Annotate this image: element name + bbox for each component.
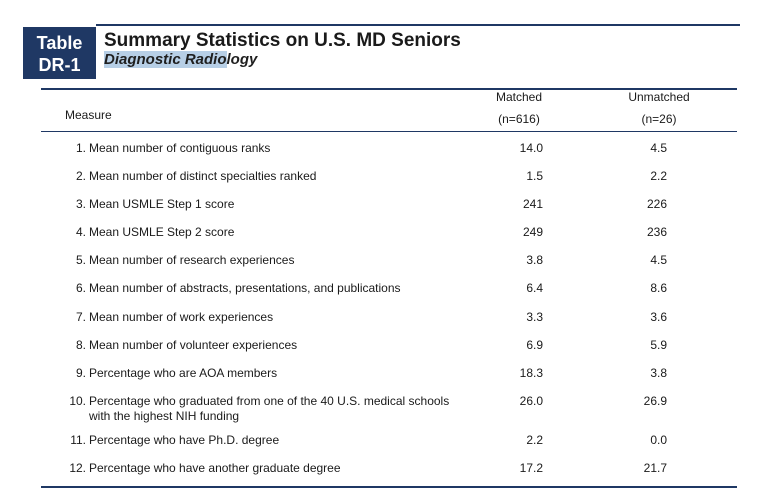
column-header-unmatched: Unmatched <box>628 90 690 104</box>
unmatched-value: 4.5 <box>650 141 667 155</box>
page-title: Summary Statistics on U.S. MD Seniors <box>104 30 461 51</box>
row-number: 2. <box>75 169 86 183</box>
unmatched-value: 226 <box>646 197 667 211</box>
unmatched-value: 26.9 <box>643 394 667 408</box>
badge-line-1: Table <box>36 33 83 53</box>
measure-label: Mean number of work experiences <box>89 310 274 324</box>
row-number: 11. <box>70 433 86 447</box>
measure-label: Mean number of contiguous ranks <box>89 141 271 155</box>
matched-value: 241 <box>522 197 543 211</box>
table-header-rule <box>41 131 737 132</box>
measure-label: Percentage who have Ph.D. degree <box>89 433 280 447</box>
header-rule <box>96 24 740 26</box>
matched-value: 18.3 <box>519 366 543 380</box>
measure-label: Mean number of distinct specialties rank… <box>89 169 317 183</box>
unmatched-value: 4.5 <box>650 253 667 267</box>
unmatched-value: 2.2 <box>650 169 667 183</box>
unmatched-value: 5.9 <box>650 338 667 352</box>
row-number: 10. <box>69 394 86 408</box>
measure-label: Mean USMLE Step 1 score <box>89 197 235 211</box>
matched-value: 17.2 <box>519 461 543 475</box>
table-top-rule <box>41 88 737 90</box>
matched-value: 2.2 <box>526 433 543 447</box>
unmatched-value: 3.6 <box>650 310 667 324</box>
column-header-measure: Measure <box>65 108 112 122</box>
row-number: 4. <box>75 225 86 239</box>
row-number: 6. <box>75 281 86 295</box>
row-number: 5. <box>75 253 86 267</box>
subtitle-highlight: Diagnostic Radio <box>104 51 227 68</box>
matched-value: 3.8 <box>526 253 543 267</box>
column-header-matched: Matched <box>495 90 543 104</box>
row-number: 8. <box>75 338 86 352</box>
row-number: 12. <box>69 461 86 475</box>
unmatched-value: 8.6 <box>650 281 667 295</box>
matched-value: 6.9 <box>526 338 543 352</box>
column-header-unmatched-n: (n=26) <box>641 112 677 126</box>
subtitle-rest: logy <box>226 51 258 68</box>
measure-label: Mean number of volunteer experiences <box>89 338 298 352</box>
unmatched-value: 21.7 <box>643 461 667 475</box>
table-bottom-rule <box>41 486 737 488</box>
matched-value: 6.4 <box>526 281 543 295</box>
badge-line-2: DR-1 <box>38 55 81 75</box>
unmatched-value: 0.0 <box>650 433 667 447</box>
page-subtitle: Diagnostic Radiology <box>104 51 257 68</box>
measure-label: Mean number of research experiences <box>89 253 295 267</box>
measure-label: Mean USMLE Step 2 score <box>89 225 235 239</box>
measure-label: Mean number of abstracts, presentations,… <box>89 281 401 295</box>
column-header-matched-n: (n=616) <box>498 112 540 126</box>
matched-value: 3.3 <box>526 310 543 324</box>
unmatched-value: 3.8 <box>650 366 667 380</box>
table-badge: Table DR-1 <box>23 27 96 79</box>
unmatched-value: 236 <box>646 225 667 239</box>
row-number: 7. <box>75 310 86 324</box>
measure-label: Percentage who have another graduate deg… <box>89 461 341 475</box>
row-number: 9. <box>75 366 86 380</box>
row-number: 1. <box>75 141 86 155</box>
measure-label: Percentage who graduated from one of the… <box>89 394 450 423</box>
matched-value: 1.5 <box>526 169 543 183</box>
row-number: 3. <box>75 197 86 211</box>
matched-value: 26.0 <box>519 394 543 408</box>
matched-value: 14.0 <box>519 141 543 155</box>
matched-value: 249 <box>522 225 543 239</box>
measure-label: Percentage who are AOA members <box>89 366 278 380</box>
